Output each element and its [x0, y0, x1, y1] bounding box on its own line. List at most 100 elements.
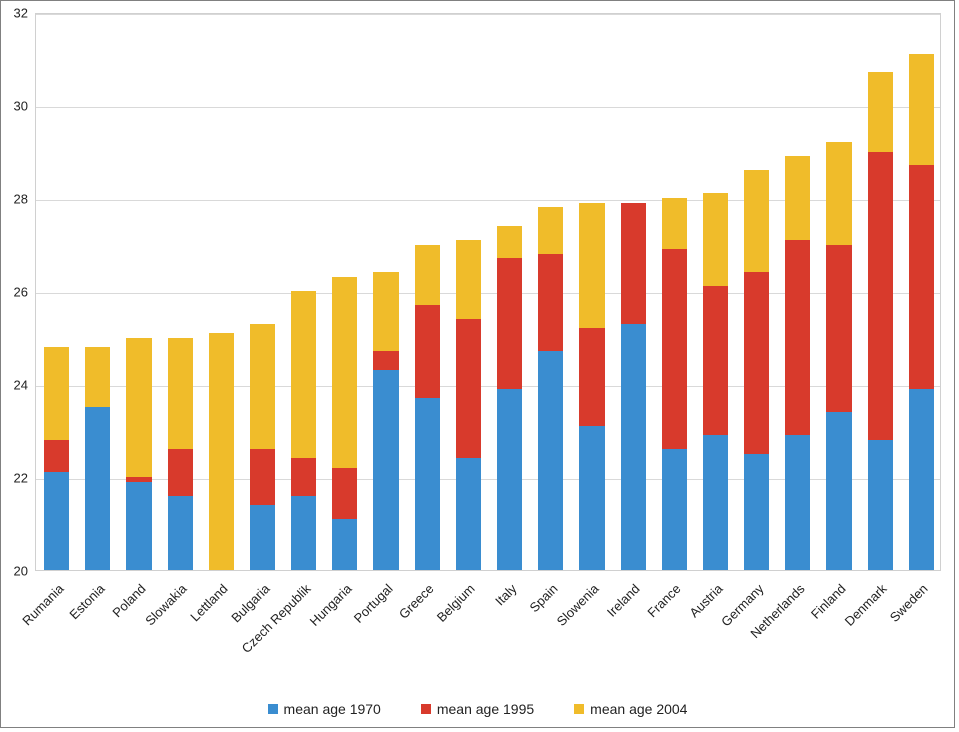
legend: mean age 1970 mean age 1995 mean age 200… [1, 701, 954, 717]
bar-group [909, 12, 934, 570]
bar-group [826, 12, 851, 570]
plot-area [35, 13, 941, 571]
bar-group [744, 12, 769, 570]
bar-segment-1995 [456, 319, 481, 459]
bar-group [291, 12, 316, 570]
bar-segment-2004 [126, 338, 151, 478]
bar-segment-2004 [250, 324, 275, 450]
bar-segment-1970 [44, 472, 69, 570]
legend-swatch-icon [421, 704, 431, 714]
y-tick-label: 32 [0, 6, 28, 21]
legend-label: mean age 1995 [437, 701, 534, 717]
bar-segment-1995 [538, 254, 563, 352]
x-axis-labels: RumaniaEstoniaPolandSlowakiaLettlandBulg… [35, 573, 941, 683]
legend-item-1970: mean age 1970 [268, 701, 381, 717]
bar-segment-1970 [538, 351, 563, 570]
bar-segment-1970 [703, 435, 728, 570]
bar-segment-2004 [703, 193, 728, 286]
bar-segment-2004 [579, 203, 604, 329]
bars-layer [36, 14, 940, 570]
bar-segment-1970 [126, 482, 151, 570]
bar-segment-1995 [826, 245, 851, 412]
bar-segment-2004 [826, 142, 851, 244]
bar-group [703, 12, 728, 570]
bar-segment-1995 [744, 272, 769, 453]
bar-segment-1970 [85, 407, 110, 570]
bar-segment-1995 [415, 305, 440, 398]
bar-group [785, 12, 810, 570]
bar-segment-1995 [373, 351, 398, 370]
legend-label: mean age 2004 [590, 701, 687, 717]
bar-segment-2004 [868, 72, 893, 151]
bar-segment-2004 [785, 156, 810, 240]
bar-segment-2004 [497, 226, 522, 259]
bar-segment-1970 [621, 324, 646, 570]
legend-swatch-icon [574, 704, 584, 714]
y-tick-label: 20 [0, 564, 28, 579]
bar-segment-2004 [168, 338, 193, 450]
bar-segment-1995 [909, 165, 934, 388]
bar-segment-2004 [332, 277, 357, 468]
y-tick-label: 24 [0, 378, 28, 393]
bar-segment-1970 [662, 449, 687, 570]
bar-segment-2004 [373, 272, 398, 351]
bar-group [579, 12, 604, 570]
bar-segment-1970 [744, 454, 769, 570]
bar-segment-1995 [332, 468, 357, 519]
bar-segment-1995 [126, 477, 151, 482]
y-tick-label: 26 [0, 285, 28, 300]
bar-segment-1995 [497, 258, 522, 388]
bar-segment-1995 [868, 152, 893, 440]
bar-group [332, 12, 357, 570]
legend-item-2004: mean age 2004 [574, 701, 687, 717]
legend-item-1995: mean age 1995 [421, 701, 534, 717]
bar-segment-1995 [168, 449, 193, 496]
bar-segment-2004 [209, 333, 234, 570]
bar-segment-1970 [497, 389, 522, 570]
bar-segment-1995 [250, 449, 275, 505]
bar-segment-1995 [44, 440, 69, 473]
bar-segment-1995 [291, 458, 316, 495]
bar-group [250, 12, 275, 570]
bar-group [85, 12, 110, 570]
bar-segment-2004 [291, 291, 316, 458]
bar-segment-1995 [662, 249, 687, 449]
bar-segment-1970 [250, 505, 275, 570]
bar-segment-1970 [415, 398, 440, 570]
bar-segment-2004 [538, 207, 563, 254]
bar-group [168, 12, 193, 570]
y-tick-label: 28 [0, 192, 28, 207]
bar-segment-1995 [621, 203, 646, 324]
bar-segment-1970 [332, 519, 357, 570]
bar-segment-2004 [44, 347, 69, 440]
bar-segment-1970 [168, 496, 193, 570]
bar-segment-1970 [826, 412, 851, 570]
bar-group [497, 12, 522, 570]
bar-segment-2004 [662, 198, 687, 249]
bar-group [538, 12, 563, 570]
legend-swatch-icon [268, 704, 278, 714]
bar-group [456, 12, 481, 570]
bar-segment-1995 [579, 328, 604, 426]
y-tick-label: 22 [0, 471, 28, 486]
bar-group [662, 12, 687, 570]
bar-group [44, 12, 69, 570]
bar-segment-1970 [291, 496, 316, 570]
chart-frame: 20 22 24 26 28 30 32 RumaniaEstoniaPolandSlowa… [0, 0, 955, 728]
bar-group [126, 12, 151, 570]
bar-segment-2004 [85, 347, 110, 407]
bar-group [621, 12, 646, 570]
bar-segment-2004 [909, 54, 934, 166]
y-tick-label: 30 [0, 99, 28, 114]
bar-segment-1970 [909, 389, 934, 570]
bar-group [868, 12, 893, 570]
bar-group [373, 12, 398, 570]
legend-label: mean age 1970 [284, 701, 381, 717]
bar-segment-1970 [785, 435, 810, 570]
bar-segment-1970 [868, 440, 893, 570]
bar-segment-2004 [415, 245, 440, 305]
bar-segment-1970 [456, 458, 481, 570]
bar-segment-1995 [703, 286, 728, 435]
bar-segment-2004 [456, 240, 481, 319]
bar-segment-1970 [579, 426, 604, 570]
